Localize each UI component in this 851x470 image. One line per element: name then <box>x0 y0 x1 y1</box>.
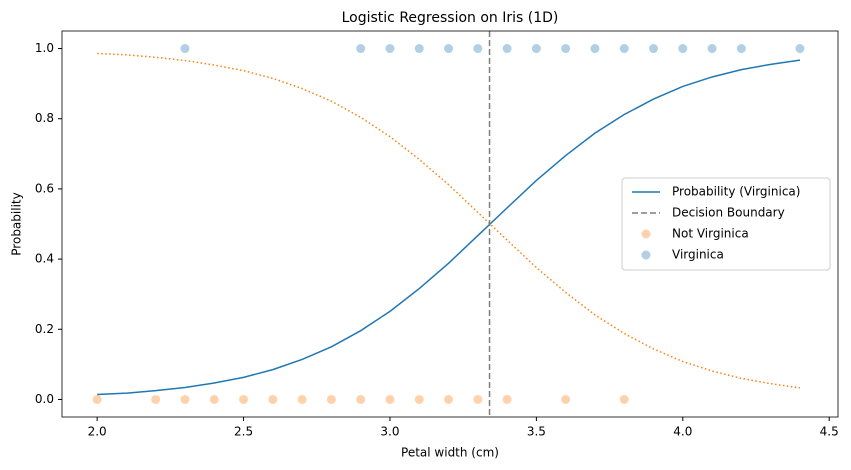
point <box>180 44 190 54</box>
point <box>678 44 688 54</box>
point <box>473 394 483 404</box>
legend-label: Not Virginica <box>672 227 749 241</box>
point <box>92 394 102 404</box>
point <box>297 394 307 404</box>
x-tick-label: 2.0 <box>88 425 107 439</box>
plot-frame <box>61 30 839 418</box>
point <box>356 44 366 54</box>
point <box>473 44 483 54</box>
x-tick-label: 4.0 <box>673 425 692 439</box>
point <box>649 44 659 54</box>
point <box>590 44 600 54</box>
y-tick-label: 0.6 <box>35 181 54 195</box>
point <box>619 394 629 404</box>
y-tick-label: 0.0 <box>35 392 54 406</box>
y-tick-label: 0.8 <box>35 111 54 125</box>
point <box>531 44 541 54</box>
y-axis-label: Probability <box>10 192 24 255</box>
point <box>385 44 395 54</box>
point <box>707 44 717 54</box>
point <box>326 394 336 404</box>
x-tick-label: 3.5 <box>527 425 546 439</box>
point <box>619 44 629 54</box>
point <box>736 44 746 54</box>
point <box>209 394 219 404</box>
point <box>180 394 190 404</box>
x-tick-label: 2.5 <box>234 425 253 439</box>
point <box>444 44 454 54</box>
legend-label: Decision Boundary <box>672 206 785 220</box>
x-axis-label: Petal width (cm) <box>401 446 499 460</box>
point <box>502 44 512 54</box>
point <box>268 394 278 404</box>
legend-box <box>621 177 831 271</box>
x-tick-label: 4.5 <box>820 425 839 439</box>
point <box>356 394 366 404</box>
legend-label: Virginica <box>672 248 724 262</box>
point <box>414 394 424 404</box>
point <box>502 394 512 404</box>
y-tick-label: 0.2 <box>35 322 54 336</box>
x-tick-label: 3.0 <box>380 425 399 439</box>
chart-title: Logistic Regression on Iris (1D) <box>342 10 559 26</box>
point <box>444 394 454 404</box>
point <box>561 394 571 404</box>
point <box>795 44 805 54</box>
legend-label: Probability (Virginica) <box>672 185 800 199</box>
point <box>151 394 161 404</box>
point <box>239 394 249 404</box>
y-tick-label: 0.4 <box>35 252 54 266</box>
legend-marker <box>641 229 651 239</box>
point <box>385 394 395 404</box>
y-tick-label: 1.0 <box>35 41 54 55</box>
point <box>561 44 571 54</box>
curve <box>97 52 801 389</box>
point <box>414 44 424 54</box>
curve <box>97 59 801 396</box>
legend-marker <box>641 250 651 260</box>
